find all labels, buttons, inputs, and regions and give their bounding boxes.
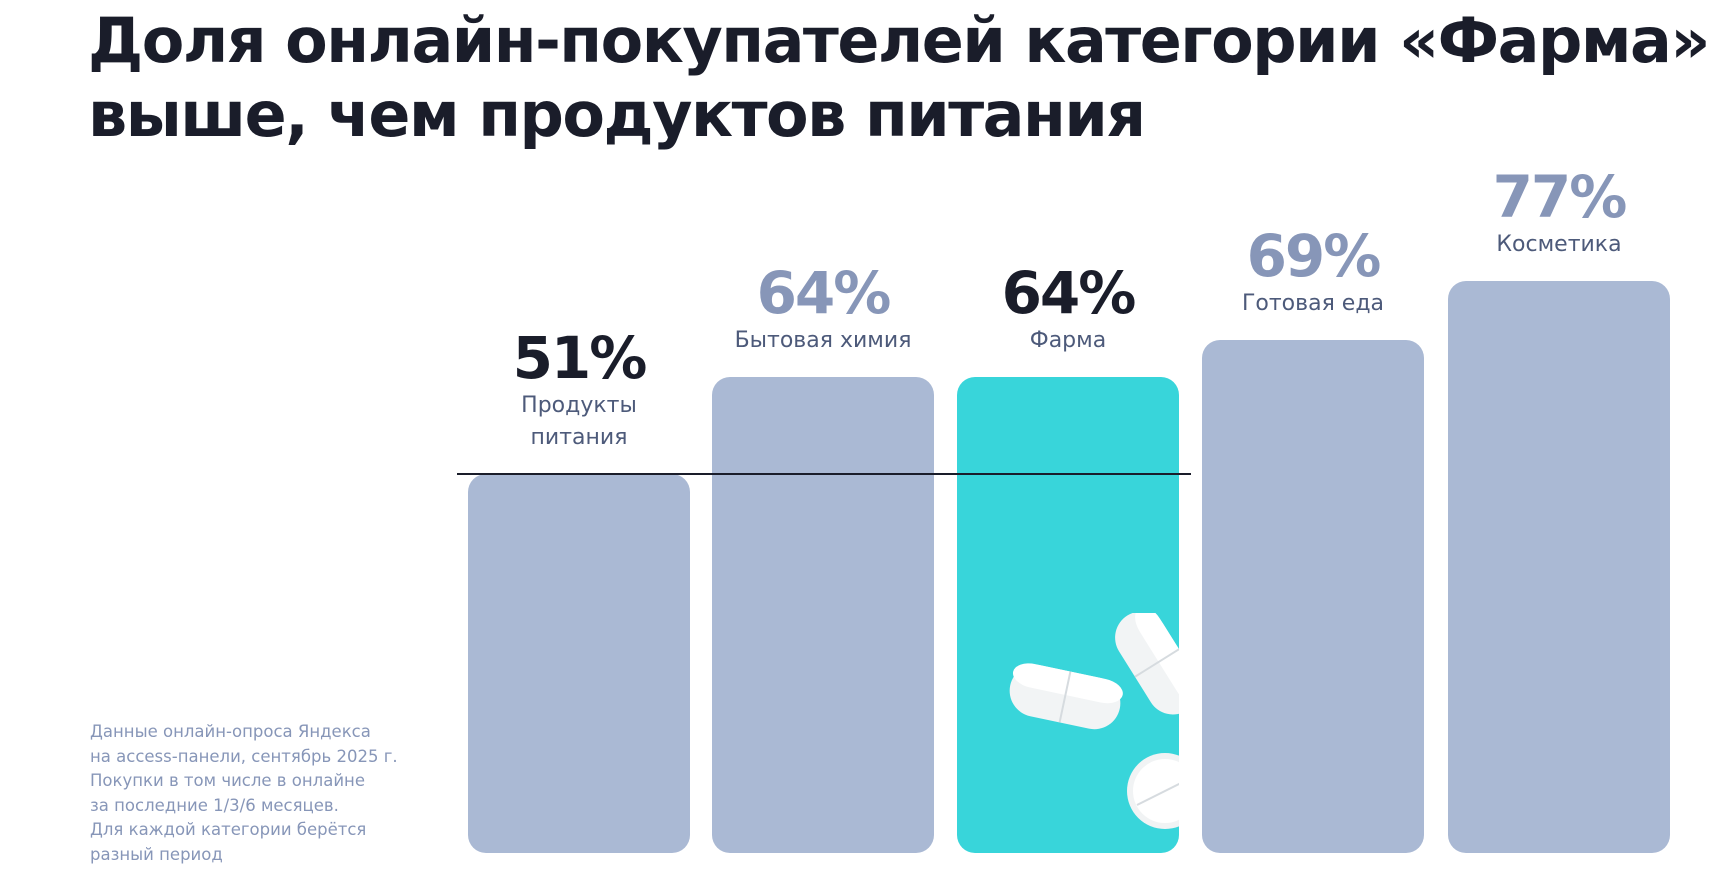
- bar-0: [468, 474, 690, 853]
- value-label: 77%: [1492, 162, 1628, 231]
- reference-line: [457, 473, 1191, 476]
- bar-1: [712, 377, 934, 853]
- footnote-line: Для каждой категории берётся: [90, 820, 367, 840]
- title-line-1: Доля онлайн-покупателей категории «Фарма…: [88, 4, 1710, 77]
- category-label: Фарма: [1029, 328, 1107, 354]
- footnote-line: Данные онлайн-опроса Яндекса: [90, 722, 371, 741]
- value-label: 51%: [512, 324, 648, 393]
- footnote-line: разный период: [90, 844, 223, 864]
- category-label: Косметика: [1496, 231, 1622, 257]
- bar-4: [1448, 280, 1670, 853]
- footnote-line: за последние 1/3/6 месяцев.: [90, 795, 339, 815]
- footnote-line: на access-панели, сентябрь 2025 г.: [90, 746, 398, 766]
- chart-title: Доля онлайн-покупателей категории «Фарма…: [88, 4, 1710, 152]
- bar-2: [957, 377, 1179, 853]
- value-label: 64%: [756, 259, 892, 328]
- bar-3: [1202, 340, 1424, 853]
- pills-illustration: [1009, 612, 1179, 829]
- footnote: Данные онлайн-опроса Яндекса на access-п…: [90, 720, 398, 868]
- bar-label-4: 77% Косметика: [1409, 165, 1709, 261]
- footnote-line: Покупки в том числе в онлайне: [90, 771, 365, 791]
- category-label: Бытовая химия: [734, 328, 912, 354]
- value-label: 64%: [1001, 259, 1137, 328]
- bar-label-2: 64% Фарма: [918, 261, 1218, 357]
- bar-label-3: 69% Готовая еда: [1163, 224, 1463, 320]
- bar-label-0: 51% Продукты питания: [429, 326, 729, 454]
- category-label: Продукты: [521, 393, 637, 419]
- bar-label-1: 64% Бытовая химия: [673, 261, 973, 357]
- category-label: Готовая еда: [1241, 291, 1385, 317]
- title-line-2: выше, чем продуктов питания: [88, 78, 1146, 151]
- value-label: 69%: [1246, 222, 1382, 291]
- category-label: питания: [530, 425, 628, 451]
